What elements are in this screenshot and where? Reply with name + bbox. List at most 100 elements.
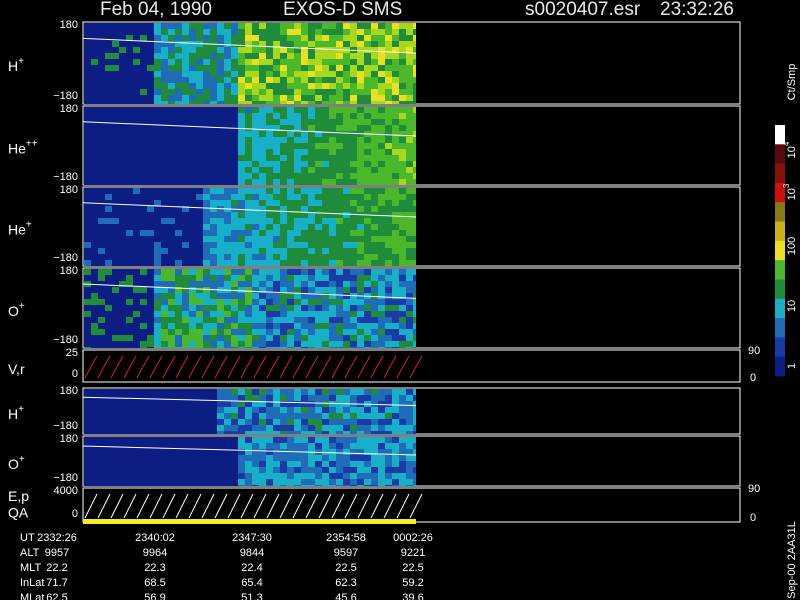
spectrogram-cell bbox=[217, 347, 224, 348]
spectrogram-cell bbox=[182, 53, 189, 59]
spectrogram-cell bbox=[413, 59, 416, 65]
spectrogram-cell bbox=[371, 281, 378, 287]
spectrogram-cell bbox=[322, 212, 329, 218]
spectrogram-cell bbox=[336, 293, 343, 299]
spectrogram-cell bbox=[287, 137, 294, 143]
spectrogram-cell bbox=[273, 143, 280, 149]
spectrogram-cell bbox=[175, 425, 182, 431]
spectrogram-cell bbox=[371, 389, 378, 395]
spectrogram-cell bbox=[147, 143, 154, 149]
spectrogram-cell bbox=[112, 461, 119, 467]
spectrogram-cell bbox=[301, 194, 308, 200]
spectrogram-cell bbox=[133, 161, 140, 167]
spectrogram-cell bbox=[378, 461, 385, 467]
spectrogram-cell bbox=[413, 200, 416, 206]
spectrogram-cell bbox=[413, 281, 416, 287]
spectrogram-cell bbox=[308, 230, 315, 236]
spectrogram-cell bbox=[126, 431, 133, 434]
spectrogram-cell bbox=[175, 311, 182, 317]
spectrogram-cell bbox=[287, 425, 294, 431]
spectrogram-cell bbox=[175, 281, 182, 287]
spectrogram-cell bbox=[168, 437, 175, 443]
spectrogram-cell bbox=[287, 212, 294, 218]
spectrogram-cell bbox=[350, 485, 357, 486]
spectrogram-cell bbox=[273, 95, 280, 101]
spectrogram-cell bbox=[364, 161, 371, 167]
spectrogram-cell bbox=[413, 455, 416, 461]
spectrogram-cell bbox=[287, 77, 294, 83]
energy-trace bbox=[84, 493, 423, 519]
spectrogram-cell bbox=[259, 248, 266, 254]
spectrogram-cell bbox=[329, 467, 336, 473]
spectrogram-cell bbox=[280, 407, 287, 413]
spectrogram-cell bbox=[154, 467, 161, 473]
spectrogram-cell bbox=[84, 71, 91, 77]
spectrogram-cell bbox=[203, 230, 210, 236]
spectrogram-cell bbox=[91, 161, 98, 167]
spectrogram-cell bbox=[413, 248, 416, 254]
spectrogram-cell bbox=[406, 224, 413, 230]
spectrogram-cell bbox=[238, 335, 245, 341]
spectrogram-cell bbox=[266, 329, 273, 335]
spectrogram-cell bbox=[217, 299, 224, 305]
spectrogram-cell bbox=[280, 323, 287, 329]
spectrogram-cell bbox=[413, 35, 416, 41]
spectrogram-cell bbox=[336, 413, 343, 419]
spectrogram-cell bbox=[406, 275, 413, 281]
spectrogram-cell bbox=[231, 230, 238, 236]
spectrogram-cell bbox=[378, 131, 385, 137]
spectrogram-cell bbox=[203, 389, 210, 395]
spectrogram-cell bbox=[336, 119, 343, 125]
spectrogram-cell bbox=[343, 335, 350, 341]
spectrogram-cell bbox=[336, 41, 343, 47]
spectrogram-cell bbox=[385, 218, 392, 224]
spectrogram-cell bbox=[91, 449, 98, 455]
spectrogram-cell bbox=[413, 161, 416, 167]
spectrogram-cell bbox=[91, 275, 98, 281]
spectrogram-cell bbox=[140, 260, 147, 266]
spectrogram-cell bbox=[126, 248, 133, 254]
spectrogram-cell bbox=[322, 485, 329, 486]
spectrogram-cell bbox=[98, 329, 105, 335]
spectrogram-cell bbox=[266, 269, 273, 275]
spectrogram-cell bbox=[315, 77, 322, 83]
spectrogram-cell bbox=[385, 161, 392, 167]
spectrogram-cell bbox=[413, 149, 416, 155]
spectrogram-cell bbox=[189, 311, 196, 317]
spectrogram-cell bbox=[406, 341, 413, 347]
spectrogram-cell bbox=[161, 230, 168, 236]
spectrogram-cell bbox=[322, 329, 329, 335]
spectrogram-cell bbox=[189, 347, 196, 348]
spectrogram-cell bbox=[315, 230, 322, 236]
spectrogram-cell bbox=[112, 479, 119, 485]
spectrogram-cell bbox=[343, 236, 350, 242]
spectrogram-cell bbox=[175, 35, 182, 41]
spectrogram-cell bbox=[336, 89, 343, 95]
spectrogram-cell bbox=[385, 479, 392, 485]
spectrogram-cell bbox=[133, 188, 140, 194]
spectrogram-cell bbox=[329, 389, 336, 395]
spectrogram-cell bbox=[399, 461, 406, 467]
spectrogram-cell bbox=[399, 299, 406, 305]
spectrogram-cell bbox=[399, 281, 406, 287]
spectrogram-cell bbox=[245, 35, 252, 41]
spectrogram-cell bbox=[315, 407, 322, 413]
spectrogram-cell bbox=[399, 113, 406, 119]
spectrogram-cell bbox=[273, 401, 280, 407]
spectrogram-cell bbox=[329, 212, 336, 218]
spectrogram-cell bbox=[357, 425, 364, 431]
spectrogram-cell bbox=[133, 467, 140, 473]
spectrogram-cell bbox=[175, 401, 182, 407]
spectrogram-cell bbox=[133, 149, 140, 155]
axis-bottom: 0 bbox=[72, 508, 78, 520]
spectrogram-cell bbox=[378, 293, 385, 299]
spectrogram-cell bbox=[392, 479, 399, 485]
spectrogram-cell bbox=[315, 206, 322, 212]
instrument: EXOS-D SMS bbox=[283, 0, 402, 20]
spectrogram-cell bbox=[168, 389, 175, 395]
spectrogram-cell bbox=[329, 275, 336, 281]
spectrogram-cell bbox=[196, 473, 203, 479]
spectrogram-cell bbox=[147, 443, 154, 449]
spectrogram-cell bbox=[378, 71, 385, 77]
spectrogram-cell bbox=[98, 23, 105, 29]
